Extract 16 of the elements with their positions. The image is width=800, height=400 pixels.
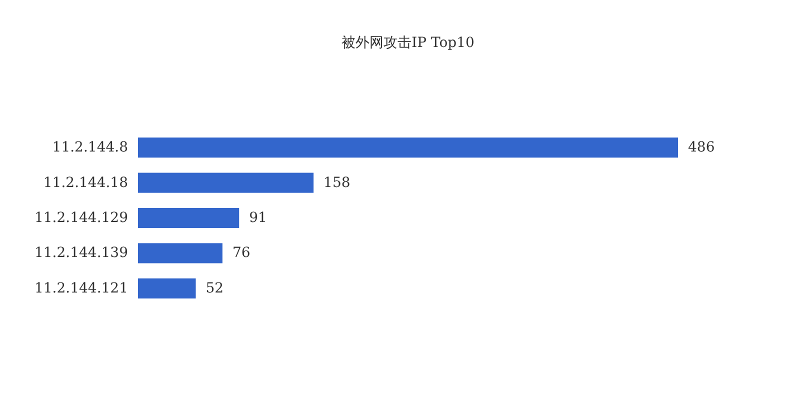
y-tick-label: 11.2.144.129 xyxy=(34,210,128,226)
y-tick-label: 11.2.144.139 xyxy=(34,245,128,262)
data-label: 76 xyxy=(232,245,250,262)
bar xyxy=(138,208,240,228)
y-tick-label: 11.2.144.18 xyxy=(43,174,128,191)
data-label: 91 xyxy=(249,210,267,226)
data-label: 52 xyxy=(206,280,224,296)
y-tick-label: 11.2.144.8 xyxy=(52,140,128,156)
data-label: 486 xyxy=(688,140,715,156)
bar xyxy=(138,243,222,264)
bar xyxy=(138,278,196,298)
bar xyxy=(138,172,314,193)
chart-title: 被外网攻击IP Top10 xyxy=(342,35,474,51)
y-tick-label: 11.2.144.121 xyxy=(34,280,128,296)
data-label: 158 xyxy=(324,174,350,191)
bar xyxy=(138,138,678,158)
